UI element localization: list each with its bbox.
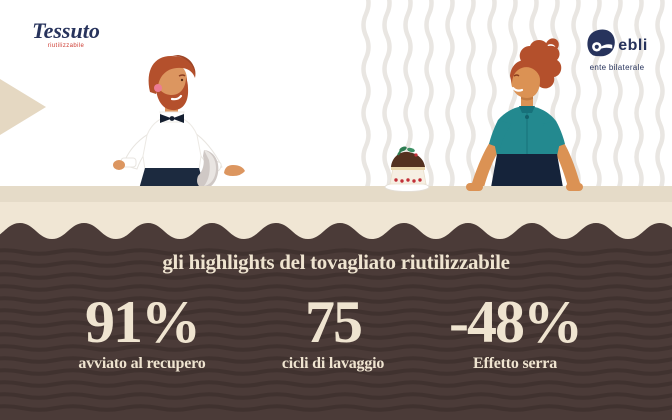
ebli-logo-text: ebli <box>618 36 648 54</box>
woman-front-hair <box>510 59 541 84</box>
woman-left-sleeve <box>489 120 512 148</box>
cake-leaf-1 <box>399 146 407 152</box>
stat-wash-cycles-value: 75 <box>305 289 363 355</box>
woman-hands <box>466 183 583 191</box>
stat-greenhouse-effect: -48% Effetto serra <box>415 292 615 373</box>
ebli-wave-logo-icon <box>586 28 616 63</box>
woman-right-sleeve <box>542 121 565 148</box>
woman-left-hand <box>466 183 483 191</box>
cake-top-berry <box>414 153 418 157</box>
waiter-smile <box>170 94 183 101</box>
waiter-eye <box>180 78 184 82</box>
highlights-title: gli highlights del tovagliato riutilizza… <box>162 250 510 274</box>
cake-berries <box>394 178 422 183</box>
woman-collar <box>519 106 535 113</box>
stat-wash-cycles: 75 cicli di lavaggio <box>233 292 433 373</box>
cake-cream-layer <box>391 166 425 170</box>
waiter-ear <box>154 84 162 92</box>
wavy-wallpaper-pattern <box>361 0 665 215</box>
waiter-right-hand <box>224 165 245 176</box>
waiter-beard <box>155 77 189 111</box>
highlights-panel-background <box>0 223 672 420</box>
woman-button <box>525 115 529 119</box>
stat-recovery-label: avviato al recupero <box>78 355 206 372</box>
tessuto-tagline: riutilizzabile <box>47 43 85 49</box>
tessuto-logo-text: Tessuto <box>32 18 100 43</box>
stat-greenhouse-effect-value: -48% <box>449 289 583 355</box>
woman-hair-curl <box>545 38 559 50</box>
triangle-decoration <box>0 79 46 135</box>
woman-brow <box>513 74 520 77</box>
waiter-illustration <box>113 55 245 189</box>
counter-top <box>0 186 672 204</box>
woman-face <box>511 63 540 98</box>
waiter-left-hand <box>113 160 125 170</box>
waiter-shirt <box>142 115 202 171</box>
ebli-logo: ebli ente bilaterale <box>572 28 662 72</box>
waiter-apron <box>139 168 205 189</box>
woman-illustration <box>470 38 582 193</box>
woman-right-hand <box>566 183 583 191</box>
waiter-hair-shade <box>171 55 196 75</box>
ebli-tagline: ente bilaterale <box>589 63 645 72</box>
stat-wash-cycles-label: cicli di lavaggio <box>281 355 385 372</box>
cake-leaf-2 <box>407 147 415 153</box>
napkin-highlight <box>204 150 216 186</box>
waiter-hair <box>148 56 196 94</box>
tessuto-logo: Tessuto riutilizzabile <box>26 18 106 50</box>
cake-slice-icon <box>384 146 430 192</box>
stat-recovery-value: 91% <box>85 289 201 355</box>
woman-smile <box>511 86 524 92</box>
cake-chocolate-top <box>391 151 425 167</box>
bow-tie-knot <box>169 116 175 121</box>
woman-skirt <box>490 154 564 193</box>
stat-greenhouse-effect-label: Effetto serra <box>472 355 558 372</box>
waiter-brow <box>178 74 186 77</box>
stat-recovery: 91% avviato al recupero <box>42 292 242 373</box>
